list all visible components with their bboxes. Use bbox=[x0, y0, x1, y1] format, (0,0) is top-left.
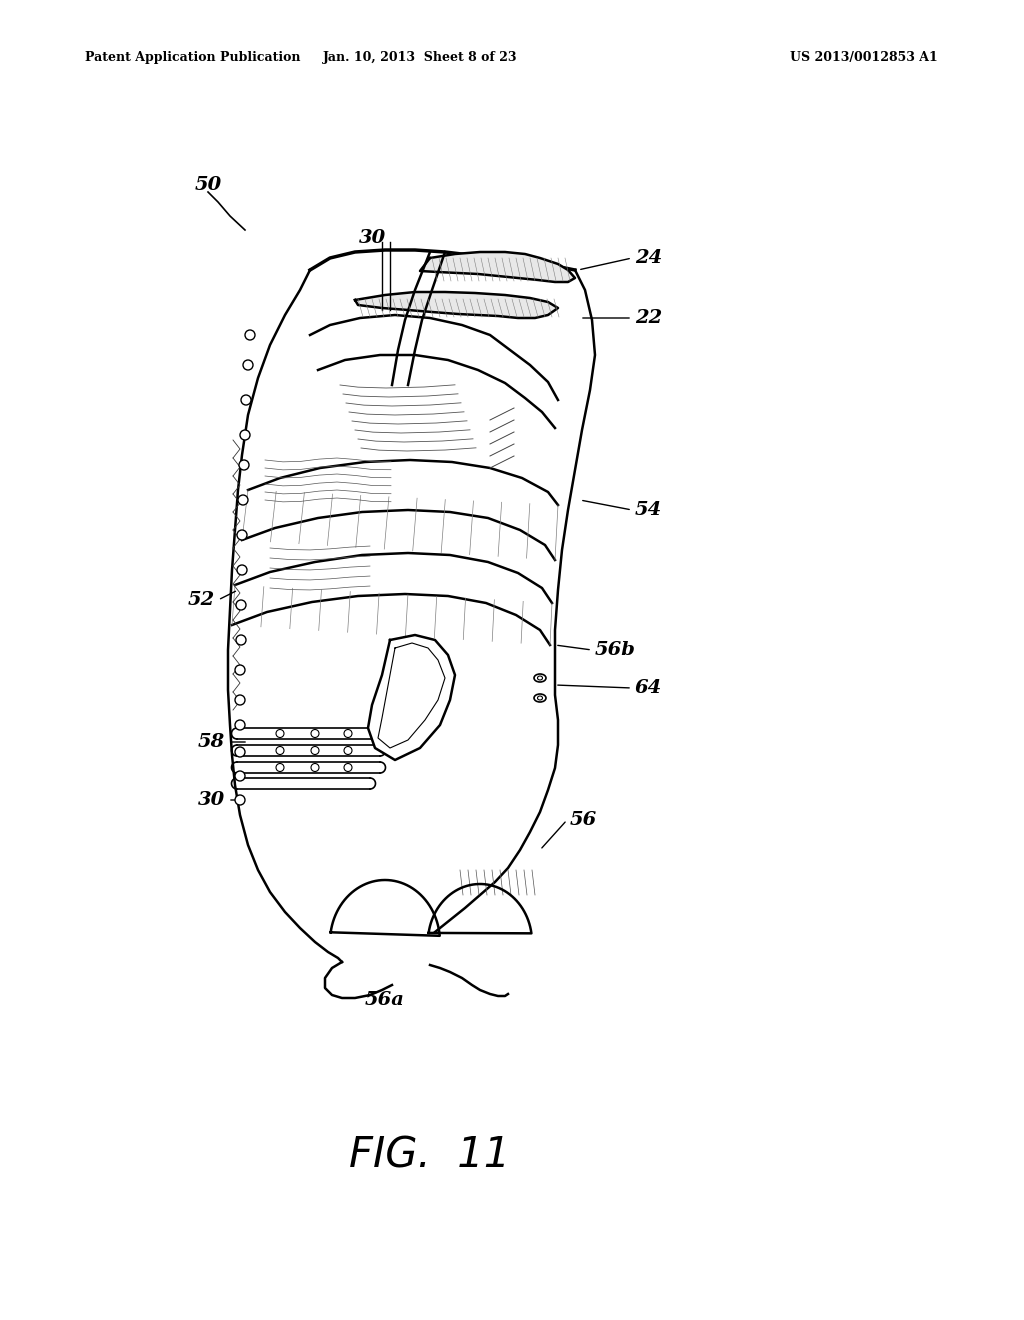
Ellipse shape bbox=[534, 675, 546, 682]
Circle shape bbox=[234, 747, 245, 756]
Text: 56: 56 bbox=[570, 810, 597, 829]
Circle shape bbox=[234, 696, 245, 705]
Circle shape bbox=[344, 763, 352, 771]
Circle shape bbox=[276, 763, 284, 771]
Circle shape bbox=[276, 747, 284, 755]
Ellipse shape bbox=[538, 696, 543, 700]
Text: FIG.  11: FIG. 11 bbox=[349, 1134, 511, 1176]
Circle shape bbox=[239, 459, 249, 470]
Circle shape bbox=[234, 719, 245, 730]
Text: 58: 58 bbox=[198, 733, 225, 751]
Text: 22: 22 bbox=[635, 309, 663, 327]
Text: US 2013/0012853 A1: US 2013/0012853 A1 bbox=[790, 51, 938, 65]
Polygon shape bbox=[368, 635, 455, 760]
Circle shape bbox=[240, 430, 250, 440]
Circle shape bbox=[241, 395, 251, 405]
Text: 30: 30 bbox=[359, 228, 387, 247]
Circle shape bbox=[311, 763, 319, 771]
Ellipse shape bbox=[534, 694, 546, 702]
Polygon shape bbox=[420, 252, 575, 282]
Circle shape bbox=[243, 360, 253, 370]
Text: 54: 54 bbox=[635, 502, 663, 519]
Text: 56a: 56a bbox=[366, 991, 404, 1008]
Circle shape bbox=[245, 330, 255, 341]
Circle shape bbox=[234, 771, 245, 781]
Text: Patent Application Publication: Patent Application Publication bbox=[85, 51, 300, 65]
Circle shape bbox=[234, 665, 245, 675]
Circle shape bbox=[234, 795, 245, 805]
Circle shape bbox=[236, 635, 246, 645]
Circle shape bbox=[237, 531, 247, 540]
Text: 52: 52 bbox=[187, 591, 215, 609]
Circle shape bbox=[236, 601, 246, 610]
Circle shape bbox=[276, 730, 284, 738]
Circle shape bbox=[238, 495, 248, 506]
Text: 30: 30 bbox=[198, 791, 225, 809]
Text: 24: 24 bbox=[635, 249, 663, 267]
Text: Jan. 10, 2013  Sheet 8 of 23: Jan. 10, 2013 Sheet 8 of 23 bbox=[323, 51, 517, 65]
Circle shape bbox=[344, 747, 352, 755]
Polygon shape bbox=[355, 292, 558, 318]
Circle shape bbox=[311, 747, 319, 755]
Text: 64: 64 bbox=[635, 678, 663, 697]
Text: 50: 50 bbox=[195, 176, 222, 194]
Circle shape bbox=[344, 730, 352, 738]
Circle shape bbox=[237, 565, 247, 576]
Ellipse shape bbox=[538, 676, 543, 680]
Circle shape bbox=[311, 730, 319, 738]
Text: 56b: 56b bbox=[595, 642, 636, 659]
